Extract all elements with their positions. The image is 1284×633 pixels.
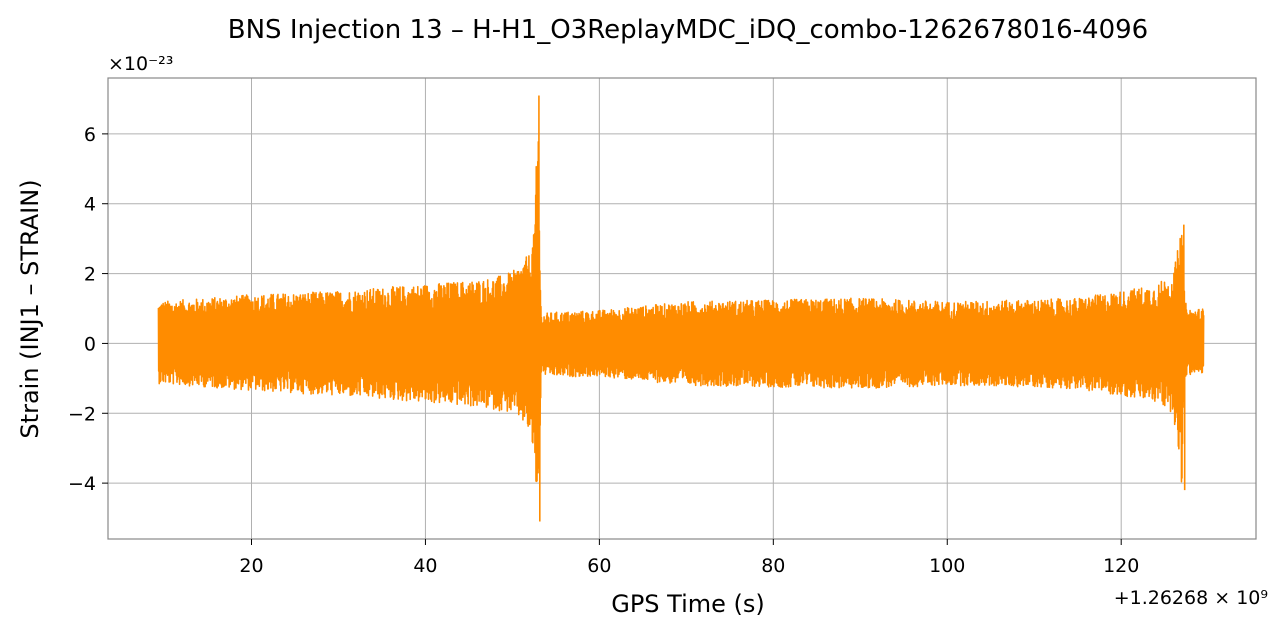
y-tick-label: 6 [84,124,96,146]
x-axis-ticks: 20 40 60 80 100 120 [239,539,1139,577]
y-tick-label: 2 [84,264,96,286]
x-axis-label: GPS Time (s) [611,590,765,618]
x-tick-label: 20 [239,555,263,577]
plot-area [157,95,1205,522]
x-tick-label: 40 [413,555,437,577]
axes-frame [107,77,1257,540]
y-axis-label: Strain (INJ1 – STRAIN) [16,179,44,438]
x-tick-label: 60 [587,555,611,577]
y-tick-label: 0 [84,333,96,355]
y-axis-scale-factor: ×10⁻²³ [108,53,173,75]
x-tick-label: 80 [761,555,785,577]
chart-title: BNS Injection 13 – H-H1_O3ReplayMDC_iDQ_… [228,15,1148,45]
y-tick-label: 4 [84,194,96,216]
y-tick-label: −4 [68,473,96,495]
strain-series-line [157,95,1205,522]
y-axis-ticks: −4 −2 0 2 4 6 [68,124,108,495]
y-tick-label: −2 [68,403,96,425]
x-tick-label: 120 [1103,555,1139,577]
x-tick-label: 100 [929,555,965,577]
x-axis-offset: +1.26268 × 10⁹ [1114,587,1268,609]
